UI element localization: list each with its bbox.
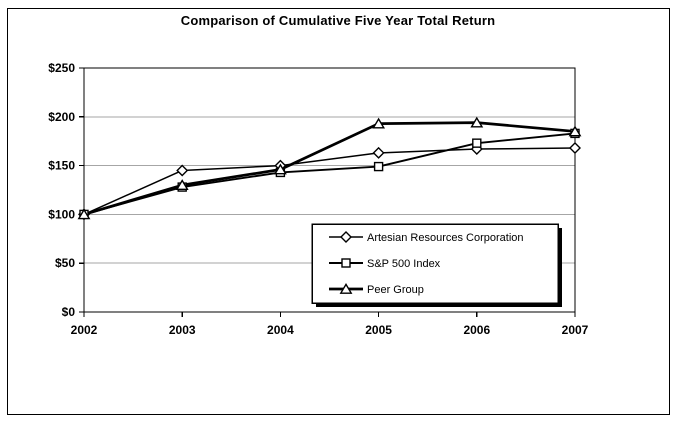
x-axis-label: 2005 [365,323,392,337]
series-marker [176,164,189,177]
series-marker [568,125,582,137]
series-marker [175,179,189,191]
series-marker [373,161,384,172]
x-axis-label: 2004 [267,323,294,337]
series-line [83,147,576,216]
legend-label: S&P 500 Index [367,258,441,270]
y-axis-label: $100 [48,207,75,221]
y-axis-label: $250 [48,61,75,75]
square-icon [341,258,351,268]
plot-border [83,67,576,313]
series-line [83,132,576,216]
legend-label: Artesian Resources Corporation [367,232,524,244]
series-marker [372,117,386,129]
x-axis-label: 2002 [71,323,98,337]
x-axis-label: 2003 [169,323,196,337]
diamond-icon [340,231,352,243]
series-marker [77,208,91,220]
series-marker [372,146,385,159]
y-axis-label: $0 [62,305,76,319]
y-axis-label: $200 [48,110,75,124]
figure-border [7,8,670,415]
x-axis-label: 2006 [463,323,490,337]
chart-title: Comparison of Cumulative Five Year Total… [180,13,496,28]
series-marker [470,116,484,128]
y-axis-label: $50 [55,256,75,270]
series-line [83,121,576,216]
series-marker [273,163,287,175]
x-axis-label: 2007 [562,323,589,337]
series-marker [569,142,581,155]
legend-label: Peer Group [367,284,424,296]
y-axis-label: $150 [48,159,75,173]
series-marker [472,138,482,148]
triangle-icon [339,283,353,294]
